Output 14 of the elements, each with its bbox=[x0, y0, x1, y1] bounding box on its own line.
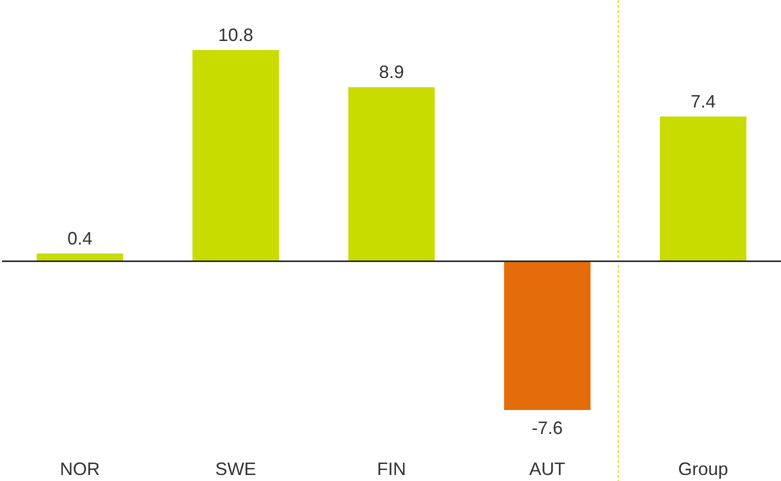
x-tick-label: Group bbox=[678, 459, 728, 479]
bar bbox=[660, 116, 746, 262]
data-label: 8.9 bbox=[378, 62, 404, 82]
x-tick-label: NOR bbox=[60, 459, 100, 479]
x-tick-label: FIN bbox=[377, 459, 406, 479]
data-label: 0.4 bbox=[67, 228, 92, 248]
bar bbox=[192, 50, 279, 262]
x-tick-label: AUT bbox=[529, 459, 566, 479]
data-label: 10.8 bbox=[218, 25, 254, 45]
data-label: 7.4 bbox=[690, 92, 716, 112]
bar bbox=[348, 87, 435, 262]
x-tick-label: SWE bbox=[215, 459, 256, 479]
data-label: -7.6 bbox=[532, 418, 563, 438]
bar bbox=[504, 261, 591, 410]
